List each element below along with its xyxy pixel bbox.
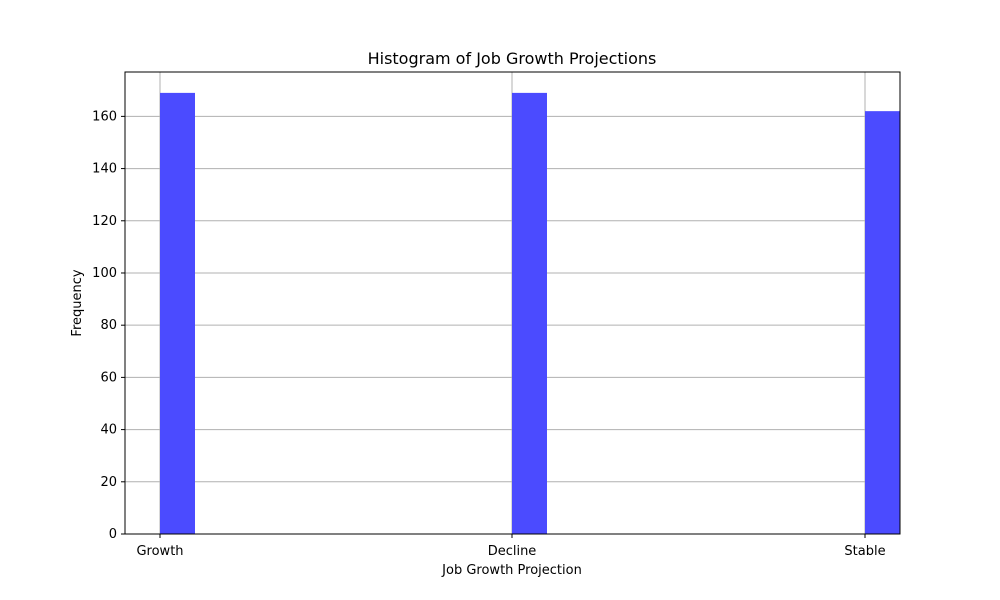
chart-title: Histogram of Job Growth Projections <box>368 49 657 68</box>
y-tick-label: 140 <box>92 162 117 177</box>
y-tick-label: 20 <box>100 475 117 490</box>
bar-growth <box>160 92 195 535</box>
x-tick-label-decline: Decline <box>488 544 537 559</box>
x-axis-label: Job Growth Projection <box>441 563 582 578</box>
bars-layer <box>160 92 900 535</box>
y-tick-label: 40 <box>100 423 117 438</box>
bar-decline <box>512 92 547 535</box>
y-tick-label: 160 <box>92 109 117 124</box>
y-tick-label: 120 <box>92 214 117 229</box>
ticks-layer: 0 20 40 60 80 100 120 140 160 Growth Decline Stable <box>92 109 885 559</box>
x-tick-label-growth: Growth <box>136 544 183 559</box>
y-tick-label: 80 <box>100 318 117 333</box>
y-tick-label: 60 <box>100 370 117 385</box>
y-tick-label: 100 <box>92 266 117 281</box>
x-tick-label-stable: Stable <box>844 544 885 559</box>
y-tick-label: 0 <box>109 527 117 542</box>
bar-stable <box>865 111 900 535</box>
y-axis-label: Frequency <box>70 269 85 336</box>
